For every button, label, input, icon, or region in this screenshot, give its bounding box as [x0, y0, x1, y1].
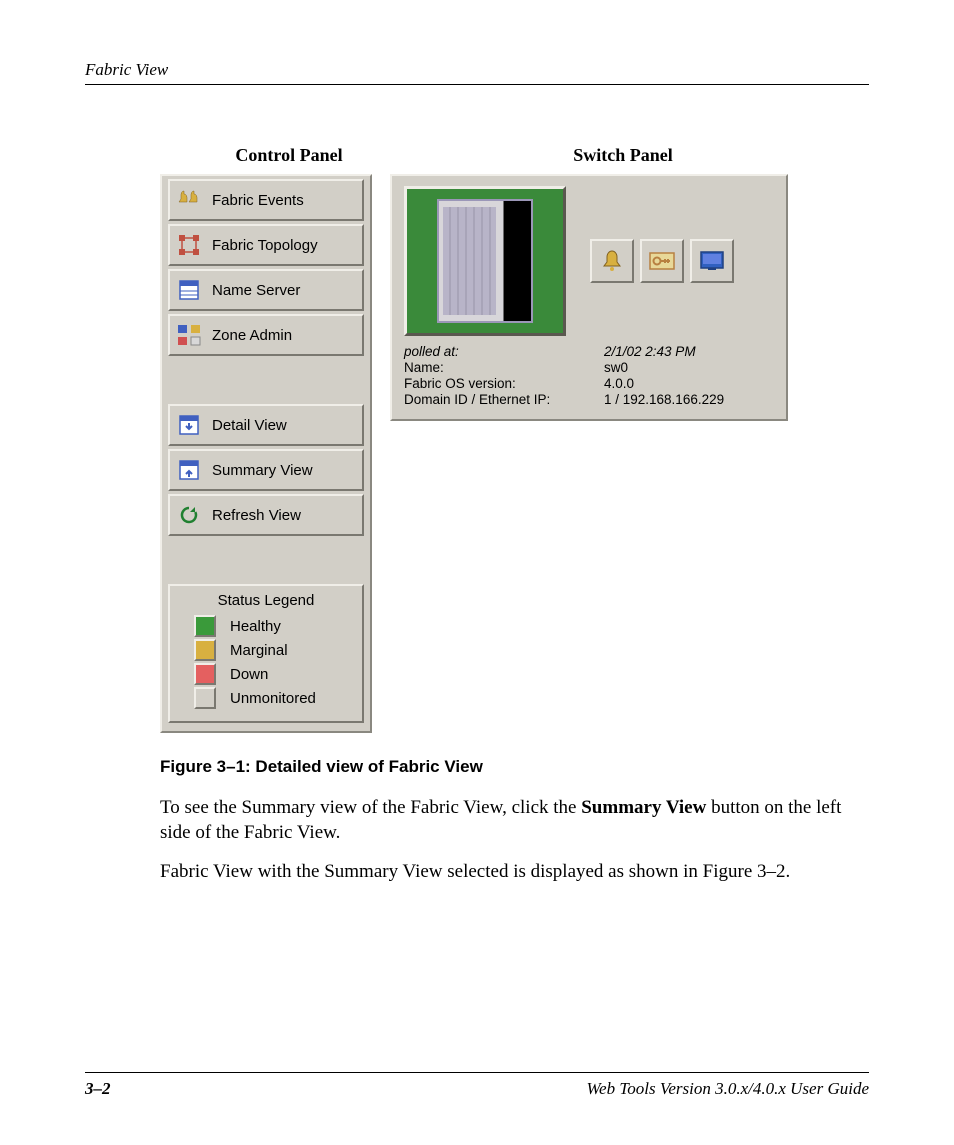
- figure-caption: Figure 3–1: Detailed view of Fabric View: [160, 757, 869, 777]
- button-label: Refresh View: [212, 507, 301, 524]
- button-label: Name Server: [212, 282, 300, 299]
- summary-view-button[interactable]: Summary View: [168, 449, 364, 491]
- para1-bold: Summary View: [581, 797, 706, 818]
- legend-item: Healthy: [194, 615, 356, 637]
- panel-gap: [162, 359, 370, 401]
- button-label: Fabric Topology: [212, 237, 318, 254]
- info-key: polled at:: [404, 344, 604, 359]
- info-value: 2/1/02 2:43 PM: [604, 344, 774, 359]
- legend-label: Healthy: [230, 618, 281, 635]
- switch-graphic-inner: [437, 199, 533, 323]
- fabric-topology-button[interactable]: Fabric Topology: [168, 224, 364, 266]
- detail-view-button[interactable]: Detail View: [168, 404, 364, 446]
- table-icon: [176, 277, 202, 303]
- control-panel-label: Control Panel: [160, 145, 418, 166]
- button-label: Summary View: [212, 462, 313, 479]
- legend-swatch: [194, 615, 216, 637]
- switch-top-row: [404, 186, 774, 336]
- figure-row: Fabric Events Fabric Topology Name Serve…: [160, 174, 869, 733]
- para1-a: To see the Summary view of the Fabric Vi…: [160, 797, 581, 818]
- button-label: Zone Admin: [212, 327, 292, 344]
- switch-info: polled at: 2/1/02 2:43 PMName: sw0Fabric…: [404, 344, 774, 407]
- panel-labels: Control Panel Switch Panel: [160, 145, 869, 166]
- refresh-icon: [176, 502, 202, 528]
- legend-title: Status Legend: [176, 592, 356, 609]
- info-key: Domain ID / Ethernet IP:: [404, 392, 604, 407]
- switch-panel-label: Switch Panel: [448, 145, 798, 166]
- panel-gap: [162, 539, 370, 581]
- legend-label: Marginal: [230, 642, 288, 659]
- page-header: Fabric View: [85, 60, 869, 85]
- alert-icon[interactable]: [590, 239, 634, 283]
- paragraph-1: To see the Summary view of the Fabric Vi…: [160, 795, 869, 845]
- legend-swatch: [194, 663, 216, 685]
- status-legend: Status Legend Healthy Marginal Down Unmo…: [168, 584, 364, 723]
- switch-panel: polled at: 2/1/02 2:43 PMName: sw0Fabric…: [390, 174, 788, 421]
- footer-title: Web Tools Version 3.0.x/4.0.x User Guide: [586, 1079, 869, 1099]
- fabric-events-button[interactable]: Fabric Events: [168, 179, 364, 221]
- info-value: sw0: [604, 360, 774, 375]
- arrow-up-icon: [176, 457, 202, 483]
- button-label: Detail View: [212, 417, 287, 434]
- refresh-view-button[interactable]: Refresh View: [168, 494, 364, 536]
- legend-label: Unmonitored: [230, 690, 316, 707]
- admin-icon[interactable]: [640, 239, 684, 283]
- legend-item: Down: [194, 663, 356, 685]
- section-title: Fabric View: [85, 60, 168, 79]
- bells-icon: [176, 187, 202, 213]
- name-server-button[interactable]: Name Server: [168, 269, 364, 311]
- legend-swatch: [194, 639, 216, 661]
- info-key: Fabric OS version:: [404, 376, 604, 391]
- legend-item: Marginal: [194, 639, 356, 661]
- telnet-icon[interactable]: [690, 239, 734, 283]
- paragraph-2: Fabric View with the Summary View select…: [160, 859, 869, 884]
- page-footer: 3–2 Web Tools Version 3.0.x/4.0.x User G…: [85, 1072, 869, 1099]
- zone-icon: [176, 322, 202, 348]
- info-value: 4.0.0: [604, 376, 774, 391]
- info-key: Name:: [404, 360, 604, 375]
- switch-icon-row: [590, 239, 734, 283]
- page-number: 3–2: [85, 1079, 111, 1099]
- legend-swatch: [194, 687, 216, 709]
- switch-graphic[interactable]: [404, 186, 566, 336]
- topology-icon: [176, 232, 202, 258]
- button-label: Fabric Events: [212, 192, 304, 209]
- legend-label: Down: [230, 666, 268, 683]
- zone-admin-button[interactable]: Zone Admin: [168, 314, 364, 356]
- control-panel: Fabric Events Fabric Topology Name Serve…: [160, 174, 372, 733]
- info-value: 1 / 192.168.166.229: [604, 392, 774, 407]
- arrow-down-icon: [176, 412, 202, 438]
- legend-item: Unmonitored: [194, 687, 356, 709]
